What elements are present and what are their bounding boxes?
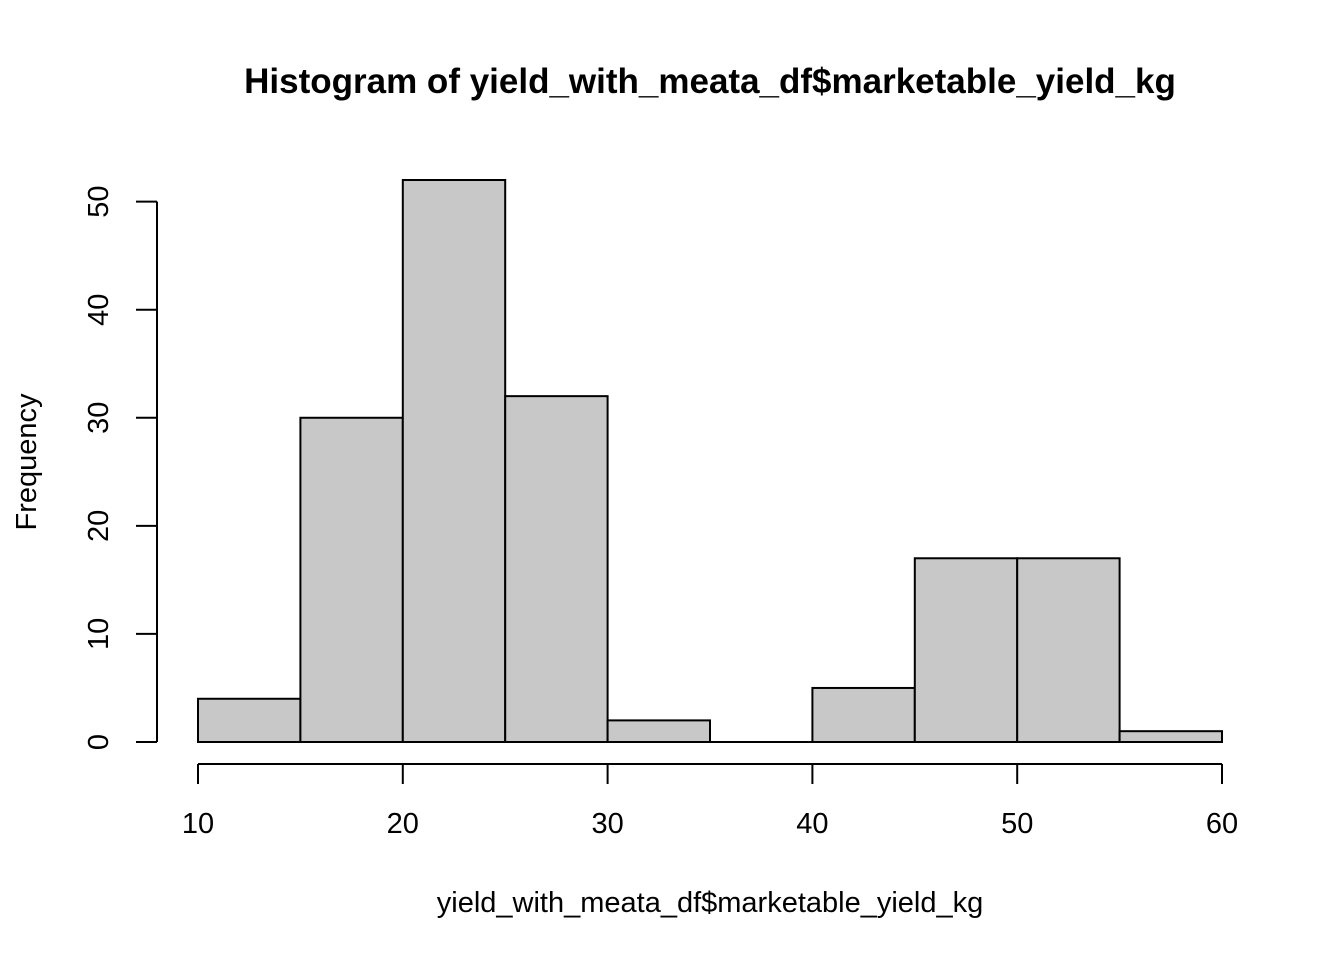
y-tick-label: 20 (83, 510, 115, 542)
x-tick-label: 50 (1001, 808, 1033, 840)
x-tick-label: 30 (591, 808, 623, 840)
y-tick-label: 30 (83, 402, 115, 434)
x-axis: 10 20 30 40 50 60 (182, 763, 1238, 840)
y-tick-label: 0 (83, 734, 115, 750)
y-tick-label: 10 (83, 618, 115, 650)
histogram-bar (1118, 730, 1223, 744)
x-tick-label: 10 (182, 808, 214, 840)
histogram-bar (401, 179, 507, 743)
histogram-bar (504, 395, 609, 743)
x-tick-label: 20 (387, 808, 419, 840)
histogram-bar (1016, 557, 1121, 743)
y-tick-label: 40 (83, 294, 115, 326)
y-axis-label: Frequency (11, 393, 43, 531)
x-tick-label: 40 (796, 808, 828, 840)
histogram-bar (811, 686, 916, 744)
histogram-bar (299, 416, 404, 743)
x-tick-label: 60 (1206, 808, 1238, 840)
histogram-bar (606, 719, 711, 744)
chart-title: Histogram of yield_with_meata_df$marketa… (244, 62, 1176, 101)
bars-group (197, 179, 1223, 744)
x-axis-label: yield_with_meata_df$marketable_yield_kg (437, 887, 984, 919)
histogram-bar (197, 697, 302, 743)
y-tick-label: 50 (83, 185, 115, 217)
y-axis: 0 10 20 30 40 50 (83, 185, 158, 750)
histogram-bar (913, 557, 1019, 743)
